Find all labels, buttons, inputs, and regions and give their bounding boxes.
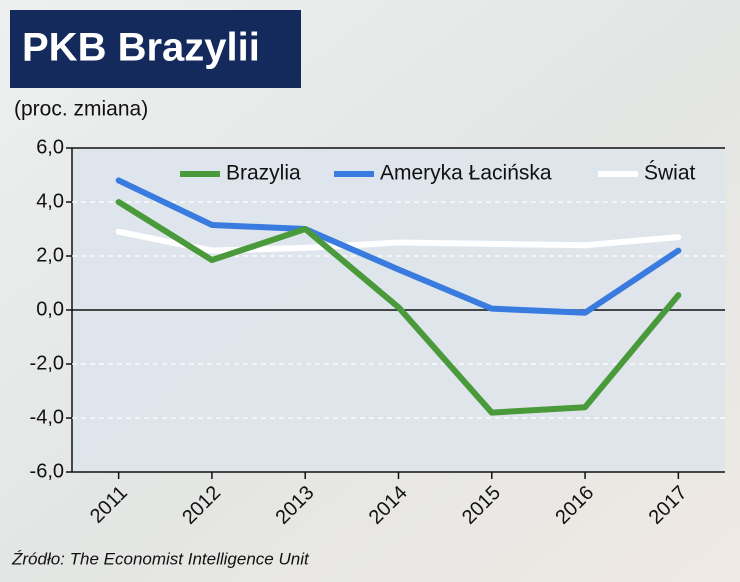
y-tick-label: 6,0 (36, 136, 64, 158)
y-tick-label: -6,0 (30, 460, 64, 482)
legend-label: Brazylia (226, 162, 301, 185)
title-box (10, 10, 301, 88)
y-tick-label: -4,0 (30, 406, 64, 428)
y-tick-label: 4,0 (36, 190, 64, 212)
y-tick-label: 0,0 (36, 298, 64, 320)
series-line (115, 228, 682, 254)
source: Źródło: The Economist Intelligence Unit (11, 549, 310, 568)
series-line (115, 199, 682, 416)
subtitle: (proc. zmiana) (14, 98, 148, 121)
chart-title: PKB Brazylii (22, 26, 260, 70)
y-tick-label: 2,0 (36, 244, 64, 266)
legend-label: Świat (644, 161, 696, 185)
legend-label: Ameryka Łacińska (380, 162, 552, 185)
series-line (115, 177, 682, 316)
y-tick-label: -2,0 (30, 352, 64, 374)
